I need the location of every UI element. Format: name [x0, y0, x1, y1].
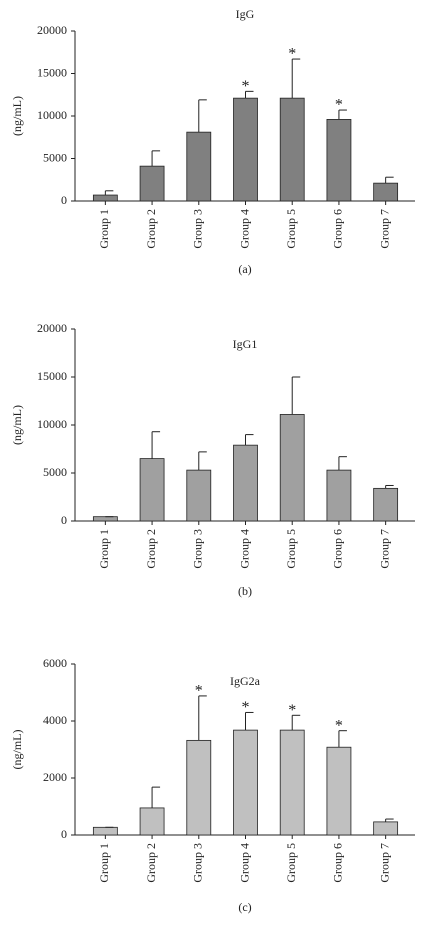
bar [233, 444, 258, 522]
x-tick-label: Group 4 [237, 843, 251, 883]
x-tick-label: Group 3 [191, 529, 205, 569]
y-tick-label: 2000 [43, 770, 67, 784]
chart-title: IgG1 [233, 337, 258, 351]
y-tick-label: 0 [61, 827, 67, 841]
x-tick-label: Group 5 [284, 843, 298, 883]
x-tick-label: Group 7 [377, 209, 391, 249]
panel-label: (c) [238, 900, 251, 914]
y-tick-label: 5000 [43, 150, 67, 164]
y-axis-label: (ng/mL) [10, 730, 24, 770]
bar [139, 165, 165, 202]
bar [186, 469, 212, 522]
bar [279, 729, 305, 836]
y-tick-label: 4000 [43, 713, 67, 727]
significance-mark: * [242, 699, 250, 716]
x-tick-label: Group 6 [331, 843, 345, 883]
y-axis-label: (ng/mL) [10, 405, 24, 445]
significance-mark: * [335, 97, 343, 114]
bar [326, 469, 352, 522]
chart-title: IgG2a [230, 674, 261, 688]
y-tick-label: 10000 [37, 417, 67, 431]
bar [92, 194, 118, 202]
significance-mark: * [242, 78, 250, 95]
y-tick-label: 0 [61, 513, 67, 527]
x-tick-label: Group 2 [144, 529, 158, 569]
x-tick-label: Group 4 [237, 529, 251, 569]
significance-mark: * [288, 702, 296, 719]
y-tick-label: 6000 [43, 656, 67, 670]
bar [279, 414, 305, 522]
panel-label: (b) [238, 584, 252, 598]
y-tick-label: 10000 [37, 108, 67, 122]
bar [139, 807, 165, 836]
x-tick-label: Group 3 [191, 843, 205, 883]
significance-mark: * [288, 46, 296, 63]
bar [326, 746, 352, 836]
x-tick-label: Group 2 [144, 209, 158, 249]
bar [279, 97, 305, 202]
x-tick-label: Group 1 [97, 843, 111, 883]
significance-mark: * [195, 683, 203, 700]
y-tick-label: 20000 [37, 23, 67, 37]
y-axis-label: (ng/mL) [10, 96, 24, 136]
x-tick-label: Group 5 [284, 209, 298, 249]
bar [139, 458, 165, 522]
bar [326, 119, 352, 202]
bar [186, 739, 212, 836]
x-tick-label: Group 7 [377, 843, 391, 883]
x-tick-label: Group 4 [237, 209, 251, 249]
x-tick-label: Group 5 [284, 529, 298, 569]
bar [233, 97, 258, 202]
y-tick-label: 5000 [43, 465, 67, 479]
y-tick-label: 15000 [37, 65, 67, 79]
bar [186, 131, 212, 202]
bar [373, 182, 399, 202]
bar [373, 821, 399, 836]
chart-title: IgG [236, 7, 255, 21]
bar [92, 516, 118, 522]
bar [92, 826, 118, 836]
y-tick-label: 15000 [37, 369, 67, 383]
x-tick-label: Group 1 [97, 529, 111, 569]
bar [233, 729, 258, 836]
x-tick-label: Group 2 [144, 843, 158, 883]
x-tick-label: Group 6 [331, 529, 345, 569]
bar [373, 487, 399, 522]
x-tick-label: Group 3 [191, 209, 205, 249]
x-tick-label: Group 1 [97, 209, 111, 249]
y-tick-label: 20000 [37, 321, 67, 335]
x-tick-label: Group 7 [377, 529, 391, 569]
significance-mark: * [335, 717, 343, 734]
y-tick-label: 0 [61, 193, 67, 207]
x-tick-label: Group 6 [331, 209, 345, 249]
panel-label: (a) [238, 262, 251, 276]
